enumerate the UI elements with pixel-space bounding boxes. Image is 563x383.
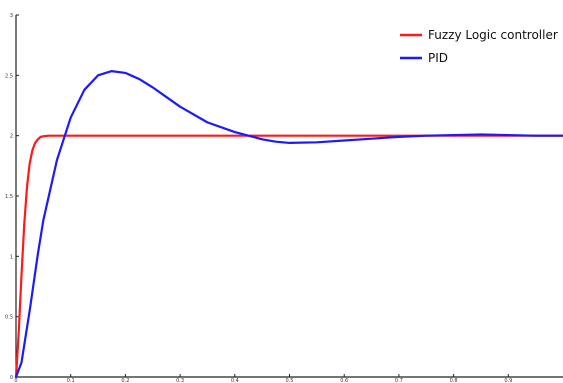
y-tick-label: 2.5	[5, 73, 13, 79]
x-tick-label: 0	[14, 378, 17, 383]
x-tick-label: 0.6	[340, 378, 348, 383]
y-tick-label: 1	[10, 254, 13, 260]
series-line-fuzzy-logic	[14, 134, 563, 379]
x-tick-label: 0.1	[67, 378, 75, 383]
x-tick-label: 0.5	[286, 378, 294, 383]
y-tick-label: 0.5	[5, 315, 13, 321]
y-tick-label: 3	[10, 13, 13, 19]
legend-label-fuzzy-logic: Fuzzy Logic controller	[428, 28, 558, 42]
y-tick-label: 0	[10, 375, 13, 381]
y-tick-label: 1.5	[5, 194, 13, 200]
x-tick-label: 0.7	[395, 378, 403, 383]
x-tick-label: 0.2	[121, 378, 129, 383]
series-layer	[14, 70, 563, 379]
legend: Fuzzy Logic controller PID	[400, 28, 558, 65]
legend-label-pid: PID	[428, 51, 448, 65]
x-tick-label: 0.8	[450, 378, 458, 383]
x-tick-label: 0.9	[504, 378, 512, 383]
axes: 0 0.5 1 1.5 2 2.5 3 0 0.1 0.2 0.3 0.4 0.5 0.6 0.7 0.8 0.…	[5, 13, 563, 383]
x-tick-label: 0.3	[176, 378, 184, 383]
series-line-pid	[14, 70, 563, 379]
y-tick-label: 2	[10, 134, 13, 140]
x-tick-label: 0.4	[231, 378, 239, 383]
